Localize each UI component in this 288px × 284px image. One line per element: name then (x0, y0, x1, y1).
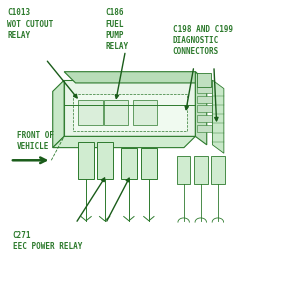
Text: C186
FUEL
PUMP
RELAY: C186 FUEL PUMP RELAY (105, 9, 129, 51)
Bar (97, 142, 113, 179)
Bar (211, 156, 225, 184)
Polygon shape (195, 72, 207, 145)
Bar (78, 142, 94, 179)
Bar (197, 125, 213, 132)
Text: C271
EEC POWER RELAY: C271 EEC POWER RELAY (13, 231, 82, 251)
Polygon shape (64, 80, 195, 136)
Bar (194, 156, 208, 184)
Bar (78, 100, 103, 125)
Bar (197, 105, 213, 112)
Text: C1013
WOT CUTOUT
RELAY: C1013 WOT CUTOUT RELAY (7, 9, 53, 40)
Bar (132, 100, 157, 125)
Bar (73, 94, 187, 131)
Bar (177, 156, 190, 184)
Bar (197, 96, 213, 103)
Bar (121, 148, 137, 179)
Polygon shape (213, 80, 224, 153)
Polygon shape (53, 136, 195, 148)
Bar (197, 73, 211, 87)
Bar (141, 148, 157, 179)
Polygon shape (64, 72, 207, 83)
Text: FRONT OF
VEHICLE: FRONT OF VEHICLE (17, 131, 54, 151)
Polygon shape (53, 80, 64, 148)
Bar (197, 86, 213, 93)
Bar (197, 115, 213, 122)
Text: C198 AND C199
DIAGNOSTIC
CONNECTORS: C198 AND C199 DIAGNOSTIC CONNECTORS (173, 25, 233, 57)
Bar (104, 100, 128, 125)
